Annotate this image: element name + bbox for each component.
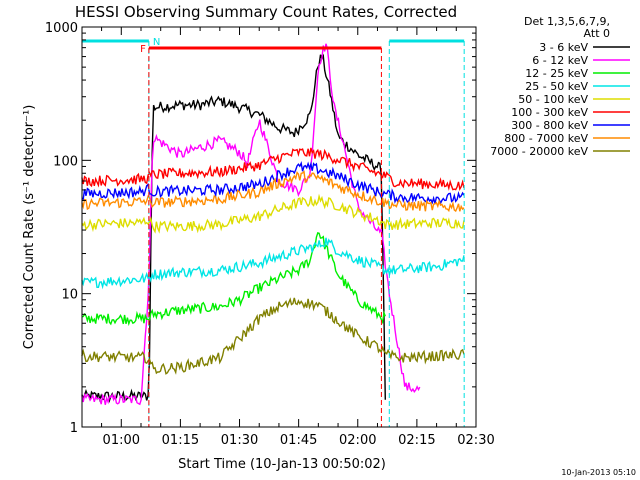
y-axis-label: Corrected Count Rate (s⁻¹ detector⁻¹): [22, 105, 37, 350]
series-line-3-6-kev: [81, 53, 386, 404]
legend-label-12-25-kev: 12 - 25 keV: [525, 67, 588, 80]
x-axis-label: Start Time (10-Jan-13 00:50:02): [178, 457, 386, 472]
legend-label-3-6-kev: 3 - 6 keV: [539, 41, 588, 54]
series-line-100-300-kev: [81, 147, 465, 191]
x-tick-label-0130: 01:30: [221, 433, 258, 448]
flare-label: F: [140, 44, 146, 55]
legend-label-6-12-kev: 6 - 12 keV: [532, 54, 588, 67]
legend-label-7000-20000-kev: 7000 - 20000 keV: [490, 145, 588, 158]
series-line-6-12-kev: [81, 43, 421, 406]
legend-header-line-1: Det 1,3,5,6,7,9,: [524, 15, 610, 28]
x-tick-label-0145: 01:45: [280, 433, 317, 448]
series-line-50-100-kev: [81, 193, 465, 234]
series-line-12-25-kev: [81, 232, 386, 327]
series-line-800-7000-kev: [81, 170, 465, 213]
legend-label-50-100-kev: 50 - 100 keV: [518, 93, 588, 106]
legend-label-25-50-kev: 25 - 50 keV: [525, 80, 588, 93]
y-tick-label-1000: 1000: [45, 21, 78, 36]
series-layer: [81, 43, 465, 406]
x-tick-label-0215: 02:15: [398, 433, 435, 448]
chart-title: HESSI Observing Summary Count Rates, Cor…: [75, 3, 457, 21]
y-tick-label-10: 10: [61, 288, 78, 303]
x-tick-label-0115: 01:15: [162, 433, 199, 448]
series-line-7000-20000-kev: [81, 297, 465, 375]
y-tick-label-1: 1: [70, 421, 78, 436]
series-line-300-800-kev: [81, 161, 465, 206]
series-line-25-50-kev: [81, 237, 465, 290]
x-tick-label-0200: 02:00: [339, 433, 376, 448]
legend-header-line-2: Att 0: [584, 27, 610, 40]
x-tick-label-0100: 01:00: [103, 433, 140, 448]
annotation-layer: NF: [82, 37, 465, 427]
timestamp: 10-Jan-2013 05:10: [561, 468, 636, 477]
x-tick-label-0230: 02:30: [457, 433, 494, 448]
axis-layer: 01:00 01:15 01:30 01:45 02:00 02:15 02:30 1 10 10…: [45, 21, 495, 448]
y-tick-label-100: 100: [53, 154, 78, 169]
legend-label-800-7000-kev: 800 - 7000 keV: [504, 132, 588, 145]
night-label: N: [153, 37, 160, 48]
legend-label-300-800-kev: 300 - 800 keV: [511, 119, 588, 132]
legend-label-100-300-kev: 100 - 300 keV: [511, 106, 588, 119]
